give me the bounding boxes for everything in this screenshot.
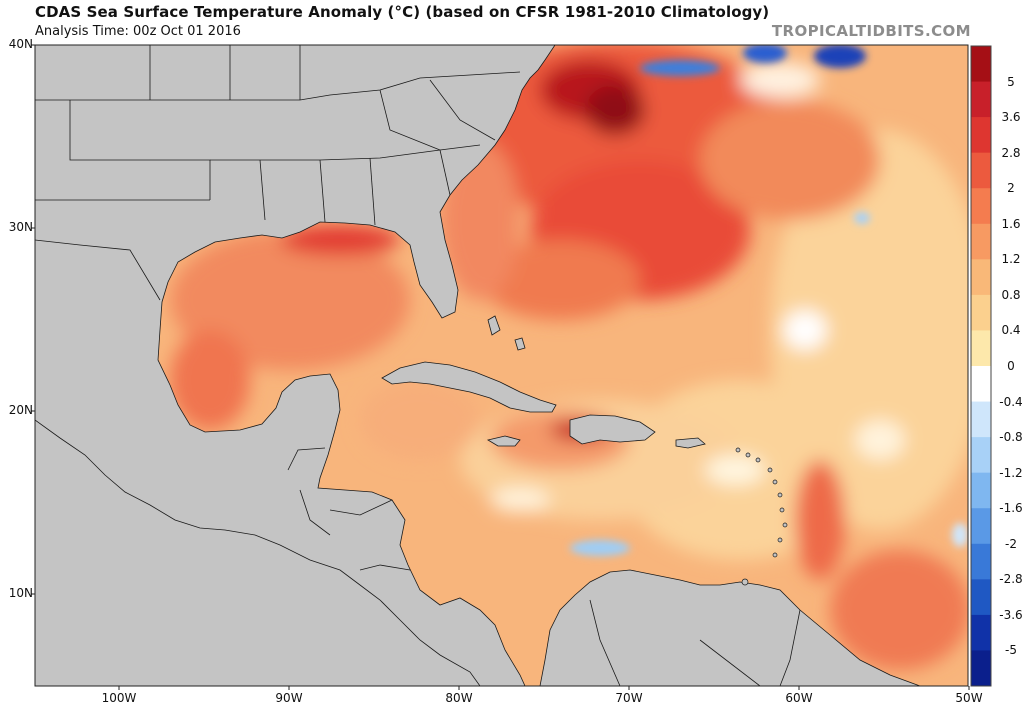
- colorbar-label: -0.8: [999, 430, 1023, 445]
- colorbar-label: -2: [1005, 536, 1017, 551]
- watermark: TROPICALTIDBITS.COM: [771, 22, 971, 40]
- lon-label: 100W: [101, 691, 137, 705]
- lat-label: 20N: [8, 403, 33, 417]
- lat-label: 30N: [8, 220, 33, 234]
- colorbar-swatch: [971, 508, 991, 545]
- colorbar-label: -3.6: [999, 607, 1023, 622]
- colorbar-label: 0.4: [1001, 323, 1021, 338]
- lat-label: 10N: [8, 586, 33, 600]
- colorbar-label: -1.6: [999, 501, 1023, 516]
- colorbar-label: -5: [1005, 643, 1017, 658]
- colorbar-label: 5: [1007, 74, 1015, 89]
- colorbar-label: -0.4: [999, 394, 1023, 409]
- colorbar-label: -1.2: [999, 465, 1023, 480]
- political-borders: [35, 45, 801, 686]
- colorbar-label: 0.8: [1001, 287, 1021, 302]
- colorbar: [970, 45, 992, 687]
- colorbar-label: 3.6: [1001, 110, 1021, 125]
- colorbar-swatch: [971, 579, 991, 616]
- colorbar-swatch: [971, 46, 991, 83]
- land-south-america: [539, 569, 921, 686]
- colorbar-swatch: [971, 259, 991, 296]
- colorbar-swatch: [971, 223, 991, 260]
- lon-label: 50W: [955, 691, 983, 705]
- colorbar-frame: [970, 45, 992, 687]
- axis-ticks: [31, 44, 970, 690]
- colorbar-swatch: [971, 366, 991, 403]
- colorbar-swatch: [971, 117, 991, 154]
- map-frame: [34, 44, 969, 687]
- colorbar-label: 2.8: [1001, 145, 1021, 160]
- colorbar-swatch: [971, 294, 991, 331]
- colorbar-swatch: [971, 614, 991, 651]
- colorbar-swatch: [971, 188, 991, 225]
- land-hispaniola: [569, 414, 656, 445]
- colorbar-swatch: [971, 650, 991, 687]
- colorbar-label: 2: [1007, 181, 1015, 196]
- colorbar-swatch: [971, 81, 991, 118]
- colorbar-swatch: [971, 330, 991, 367]
- colorbar-label: 1.2: [1001, 252, 1021, 267]
- colorbar-swatch: [971, 543, 991, 580]
- lon-label: 60W: [785, 691, 813, 705]
- land-cuba: [381, 361, 557, 413]
- map-title: CDAS Sea Surface Temperature Anomaly (°C…: [35, 3, 770, 21]
- land-masses: [35, 45, 921, 686]
- colorbar-label: 1.6: [1001, 216, 1021, 231]
- land-jamaica: [486, 435, 521, 447]
- lon-label: 70W: [615, 691, 643, 705]
- land-north-america: [35, 45, 556, 686]
- colorbar-label: -2.8: [999, 572, 1023, 587]
- land-bahamas: [487, 315, 526, 351]
- colorbar-label: 0: [1007, 359, 1015, 373]
- land-puerto-rico: [675, 437, 706, 449]
- colorbar-swatch: [971, 437, 991, 474]
- colorbar-swatch: [971, 472, 991, 509]
- lesser-antilles: [735, 447, 788, 586]
- colorbar-swatch: [971, 152, 991, 189]
- lat-label: 40N: [8, 37, 33, 51]
- lon-label: 90W: [275, 691, 303, 705]
- colorbar-swatch: [971, 401, 991, 438]
- lon-label: 80W: [445, 691, 473, 705]
- analysis-time: Analysis Time: 00z Oct 01 2016: [35, 24, 241, 39]
